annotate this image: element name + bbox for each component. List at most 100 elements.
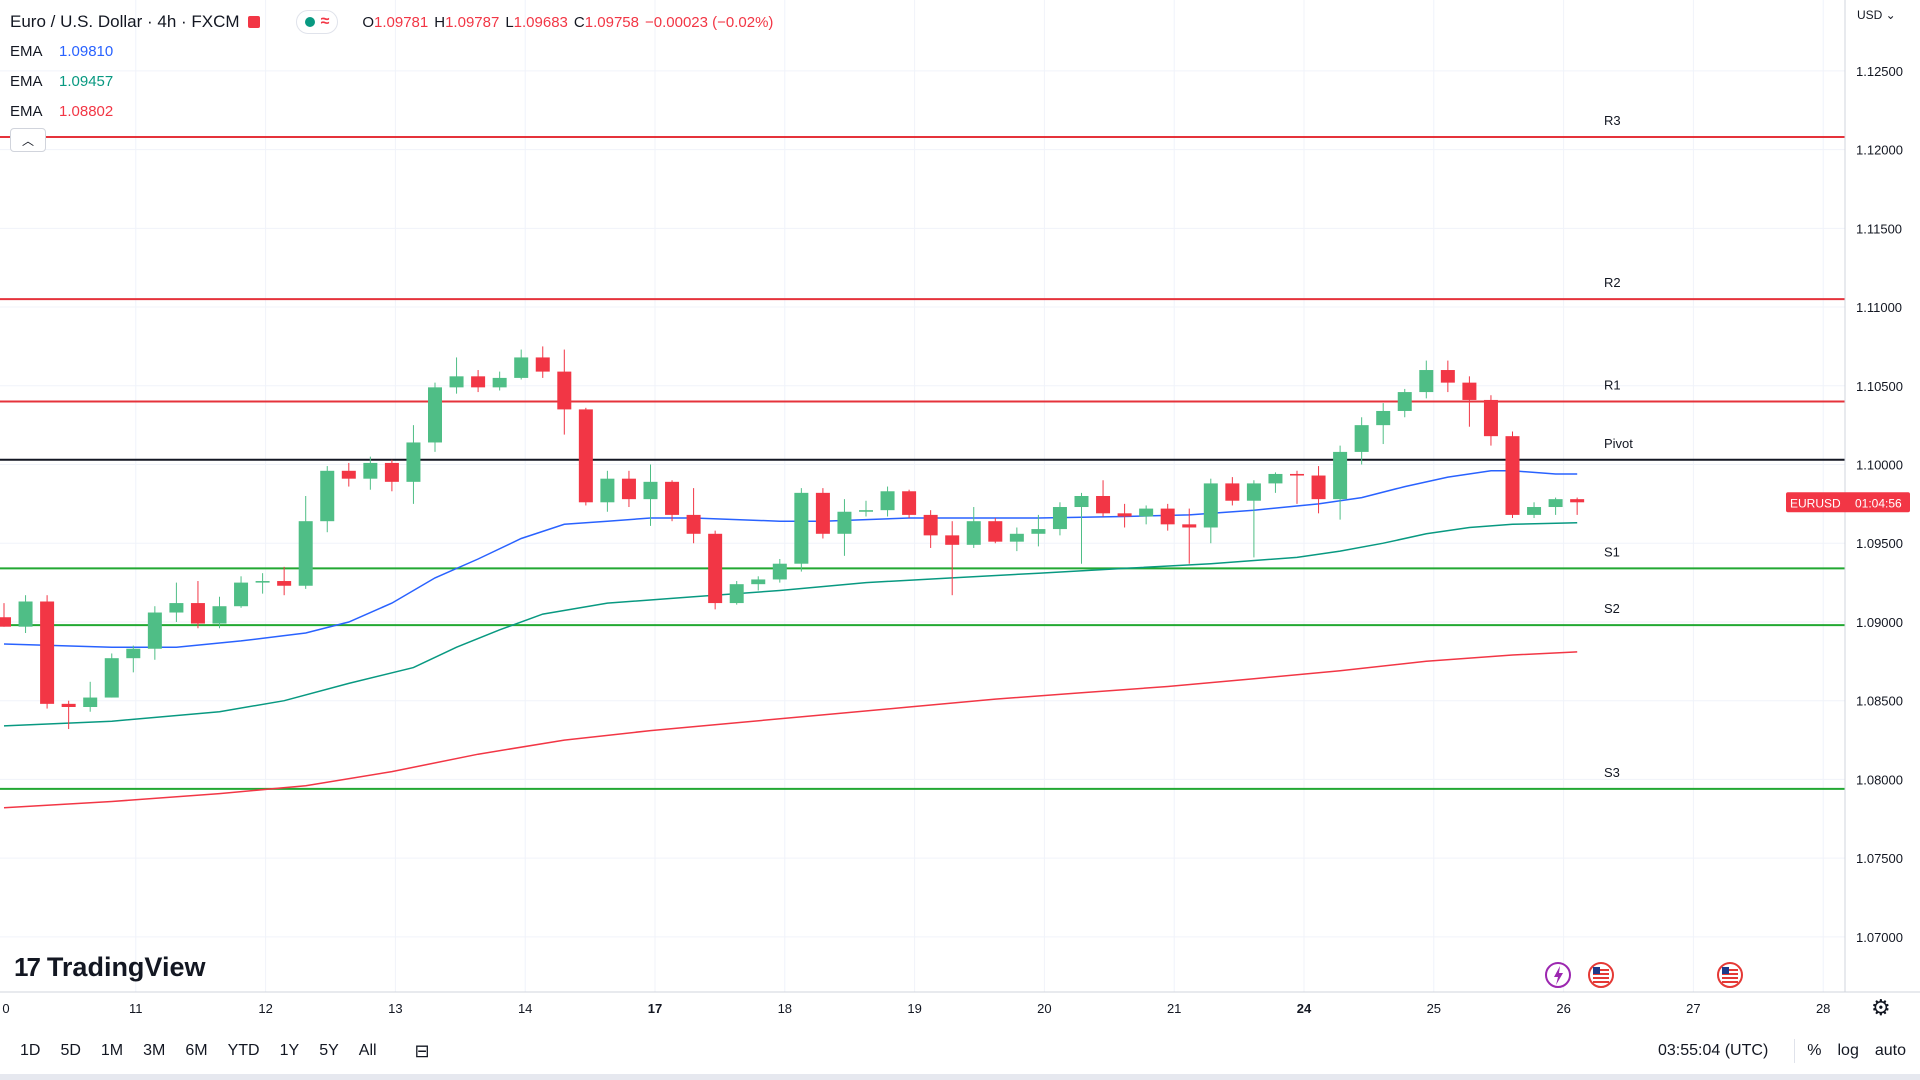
range-button-1m[interactable]: 1M: [100, 1042, 124, 1059]
candle-body: [600, 478, 615, 503]
settings-gear-icon[interactable]: ⚙: [1871, 995, 1891, 1020]
candle: [320, 466, 335, 533]
candle-body: [1074, 496, 1089, 508]
collapse-legend-button[interactable]: ︿: [10, 128, 46, 152]
range-button-3m[interactable]: 3M: [143, 1042, 166, 1059]
range-button-ytd[interactable]: YTD: [227, 1042, 260, 1059]
ema-legend-row[interactable]: EMA 1.09810: [10, 36, 779, 66]
percent-toggle[interactable]: %: [1807, 1042, 1822, 1059]
level-label-s2: S2: [1604, 601, 1620, 616]
candle-body: [1268, 473, 1283, 484]
price-tick-label: 1.09500: [1856, 536, 1903, 551]
flag-stripe: [1593, 977, 1609, 979]
price-tag-symbol: EURUSD: [1790, 496, 1841, 510]
flag-canton: [1722, 967, 1729, 974]
candle: [104, 653, 119, 698]
us-flag-event-icon[interactable]: [1717, 962, 1743, 988]
candle: [751, 576, 766, 591]
candle: [902, 489, 917, 519]
candle: [492, 371, 507, 391]
price-tick-label: 1.07500: [1856, 851, 1903, 866]
ema-legend-row[interactable]: EMA 1.08802: [10, 96, 779, 126]
candle: [363, 456, 378, 490]
candle-body: [1483, 399, 1498, 437]
range-button-5d[interactable]: 5D: [60, 1042, 81, 1059]
bottom-divider: [0, 1074, 1920, 1080]
time-tick-label: 24: [1297, 1001, 1312, 1016]
candle: [600, 470, 615, 512]
ema-lines: [3, 470, 1578, 809]
candle: [1570, 497, 1585, 515]
candle-body: [341, 470, 356, 479]
ema-legend-row[interactable]: EMA 1.09457: [10, 66, 779, 96]
ohlc-key-c: C: [573, 13, 585, 31]
utc-clock[interactable]: 03:55:04 (UTC): [1658, 1042, 1769, 1059]
data-status-pill[interactable]: ≈: [295, 10, 339, 34]
ema-label: EMA: [10, 72, 43, 90]
candle-body: [1505, 436, 1520, 515]
candle-body: [923, 514, 938, 536]
candle-body: [1246, 483, 1261, 501]
price-tag-countdown: 01:04:56: [1855, 496, 1902, 510]
candle: [772, 558, 787, 583]
candle: [169, 582, 184, 622]
symbol-title[interactable]: Euro / U.S. Dollar · 4h · FXCM: [10, 12, 240, 31]
candle-body: [212, 606, 227, 624]
time-tick-label: 25: [1427, 1001, 1441, 1016]
candle: [1052, 502, 1067, 536]
candle: [341, 462, 356, 487]
candle-body: [0, 617, 11, 627]
us-flag-event-icon[interactable]: [1588, 962, 1614, 988]
candle: [557, 349, 572, 435]
auto-toggle[interactable]: auto: [1874, 1042, 1906, 1059]
ohlc-change: −0.00023 (−0.02%): [644, 13, 774, 31]
candle: [428, 382, 442, 452]
candle-body: [1160, 508, 1175, 525]
range-button-all[interactable]: All: [358, 1042, 377, 1059]
currency-selector[interactable]: USD ⌄: [1857, 8, 1896, 22]
candle: [621, 470, 636, 508]
range-button-5y[interactable]: 5Y: [319, 1042, 339, 1059]
tradingview-logo[interactable]: 17 TradingView: [14, 952, 205, 983]
candle-body: [643, 481, 658, 500]
candle: [514, 349, 529, 380]
candle: [1074, 492, 1089, 564]
candle: [1117, 503, 1132, 528]
candle-body: [255, 581, 270, 583]
candle-body: [234, 582, 249, 607]
candle: [1203, 478, 1218, 544]
candle: [1160, 503, 1175, 531]
candle-body: [514, 357, 529, 378]
date-range-icon[interactable]: ⊟: [414, 1040, 430, 1061]
range-button-6m[interactable]: 6M: [185, 1042, 208, 1059]
ohlc-key-h: H: [434, 13, 446, 31]
candle-body: [40, 601, 55, 704]
candle-body: [83, 697, 98, 707]
range-button-1d[interactable]: 1D: [20, 1042, 41, 1059]
candle: [535, 346, 550, 378]
candle: [1527, 502, 1542, 519]
flash-event-icon[interactable]: [1545, 962, 1571, 988]
live-dot-icon: [304, 17, 315, 27]
range-button-1y[interactable]: 1Y: [279, 1042, 300, 1059]
candle-body: [1182, 524, 1197, 528]
market-status-icon[interactable]: [247, 16, 260, 28]
log-toggle[interactable]: log: [1837, 1042, 1859, 1059]
ohlc-value-o: 1.09781: [374, 13, 429, 31]
candle-body: [1440, 370, 1455, 383]
candle-body: [1419, 370, 1434, 393]
candle: [1548, 497, 1563, 515]
candle-body: [1570, 499, 1585, 503]
candle-body: [1203, 483, 1218, 528]
candle-body: [621, 478, 636, 500]
ema-value: 1.09810: [59, 42, 114, 60]
candle: [277, 566, 292, 596]
candle-body: [471, 376, 486, 388]
level-label-r3: R3: [1604, 113, 1621, 128]
candlesticks: [0, 346, 1585, 730]
candle: [1505, 431, 1520, 519]
candle: [1376, 403, 1391, 445]
candle-body: [794, 492, 809, 564]
price-tag-bg: [1786, 492, 1910, 513]
